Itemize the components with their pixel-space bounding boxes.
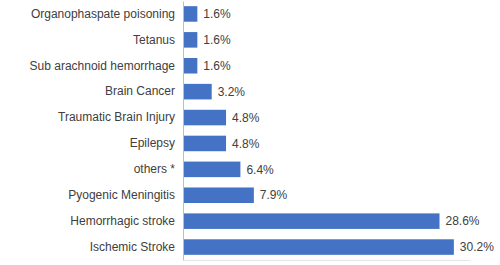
data-label: 1.6% [203, 7, 231, 21]
axis-line [183, 2, 184, 261]
tick-label: Traumatic Brain Injury [58, 110, 175, 124]
tick-label: Epilepsy [130, 136, 175, 150]
bar [183, 110, 226, 126]
tick: Ischemic Stroke [90, 240, 183, 254]
data-label: 4.8% [232, 137, 260, 151]
data-label: 1.6% [203, 33, 231, 47]
tick: Hemorrhagic stroke [70, 214, 183, 228]
tick: Sub arachnoid hemorrhage [30, 59, 183, 73]
tick-label: Sub arachnoid hemorrhage [30, 59, 176, 73]
tick: Traumatic Brain Injury [58, 110, 183, 124]
tick: Pyogenic Meningitis [68, 188, 183, 202]
tick: Tetanus [133, 33, 183, 47]
data-label: 30.2% [460, 240, 494, 254]
tick-label: Pyogenic Meningitis [68, 188, 175, 202]
bar [183, 162, 240, 178]
bar [183, 187, 254, 203]
bar [183, 136, 226, 152]
tick-label: Tetanus [133, 33, 175, 47]
data-label: 6.4% [246, 163, 274, 177]
tick-label: others * [134, 162, 176, 176]
data-label: 28.6% [446, 214, 480, 228]
tick: others * [134, 162, 183, 176]
tick: Organophaspate poisoning [31, 7, 183, 21]
data-label: 7.9% [260, 188, 288, 202]
tick: Brain Cancer [105, 84, 183, 98]
tick: Epilepsy [130, 136, 183, 150]
bar [183, 58, 197, 74]
bar [183, 6, 197, 22]
chart: 1.6% 1.6% 1.6% 3.2% 4.8% 4.8% 6.4% 7.9% 28.6% 30.… [0, 0, 500, 265]
y-axis: Organophaspate poisoning Tetanus Sub arach… [30, 2, 184, 261]
bar [183, 213, 440, 229]
tick-label: Organophaspate poisoning [31, 7, 175, 21]
data-label: 3.2% [218, 85, 246, 99]
tick-label: Ischemic Stroke [90, 240, 176, 254]
data-labels: 1.6% 1.6% 1.6% 3.2% 4.8% 4.8% 6.4% 7.9% 28.6% 30.… [203, 7, 494, 254]
bar [183, 32, 197, 48]
tick-label: Brain Cancer [105, 84, 175, 98]
bar [183, 239, 454, 255]
x-axis [184, 260, 471, 261]
axis-line [184, 260, 471, 261]
tick-label: Hemorrhagic stroke [70, 214, 175, 228]
data-label: 4.8% [232, 111, 260, 125]
bars [183, 6, 454, 255]
data-label: 1.6% [203, 59, 231, 73]
bar [183, 84, 212, 100]
